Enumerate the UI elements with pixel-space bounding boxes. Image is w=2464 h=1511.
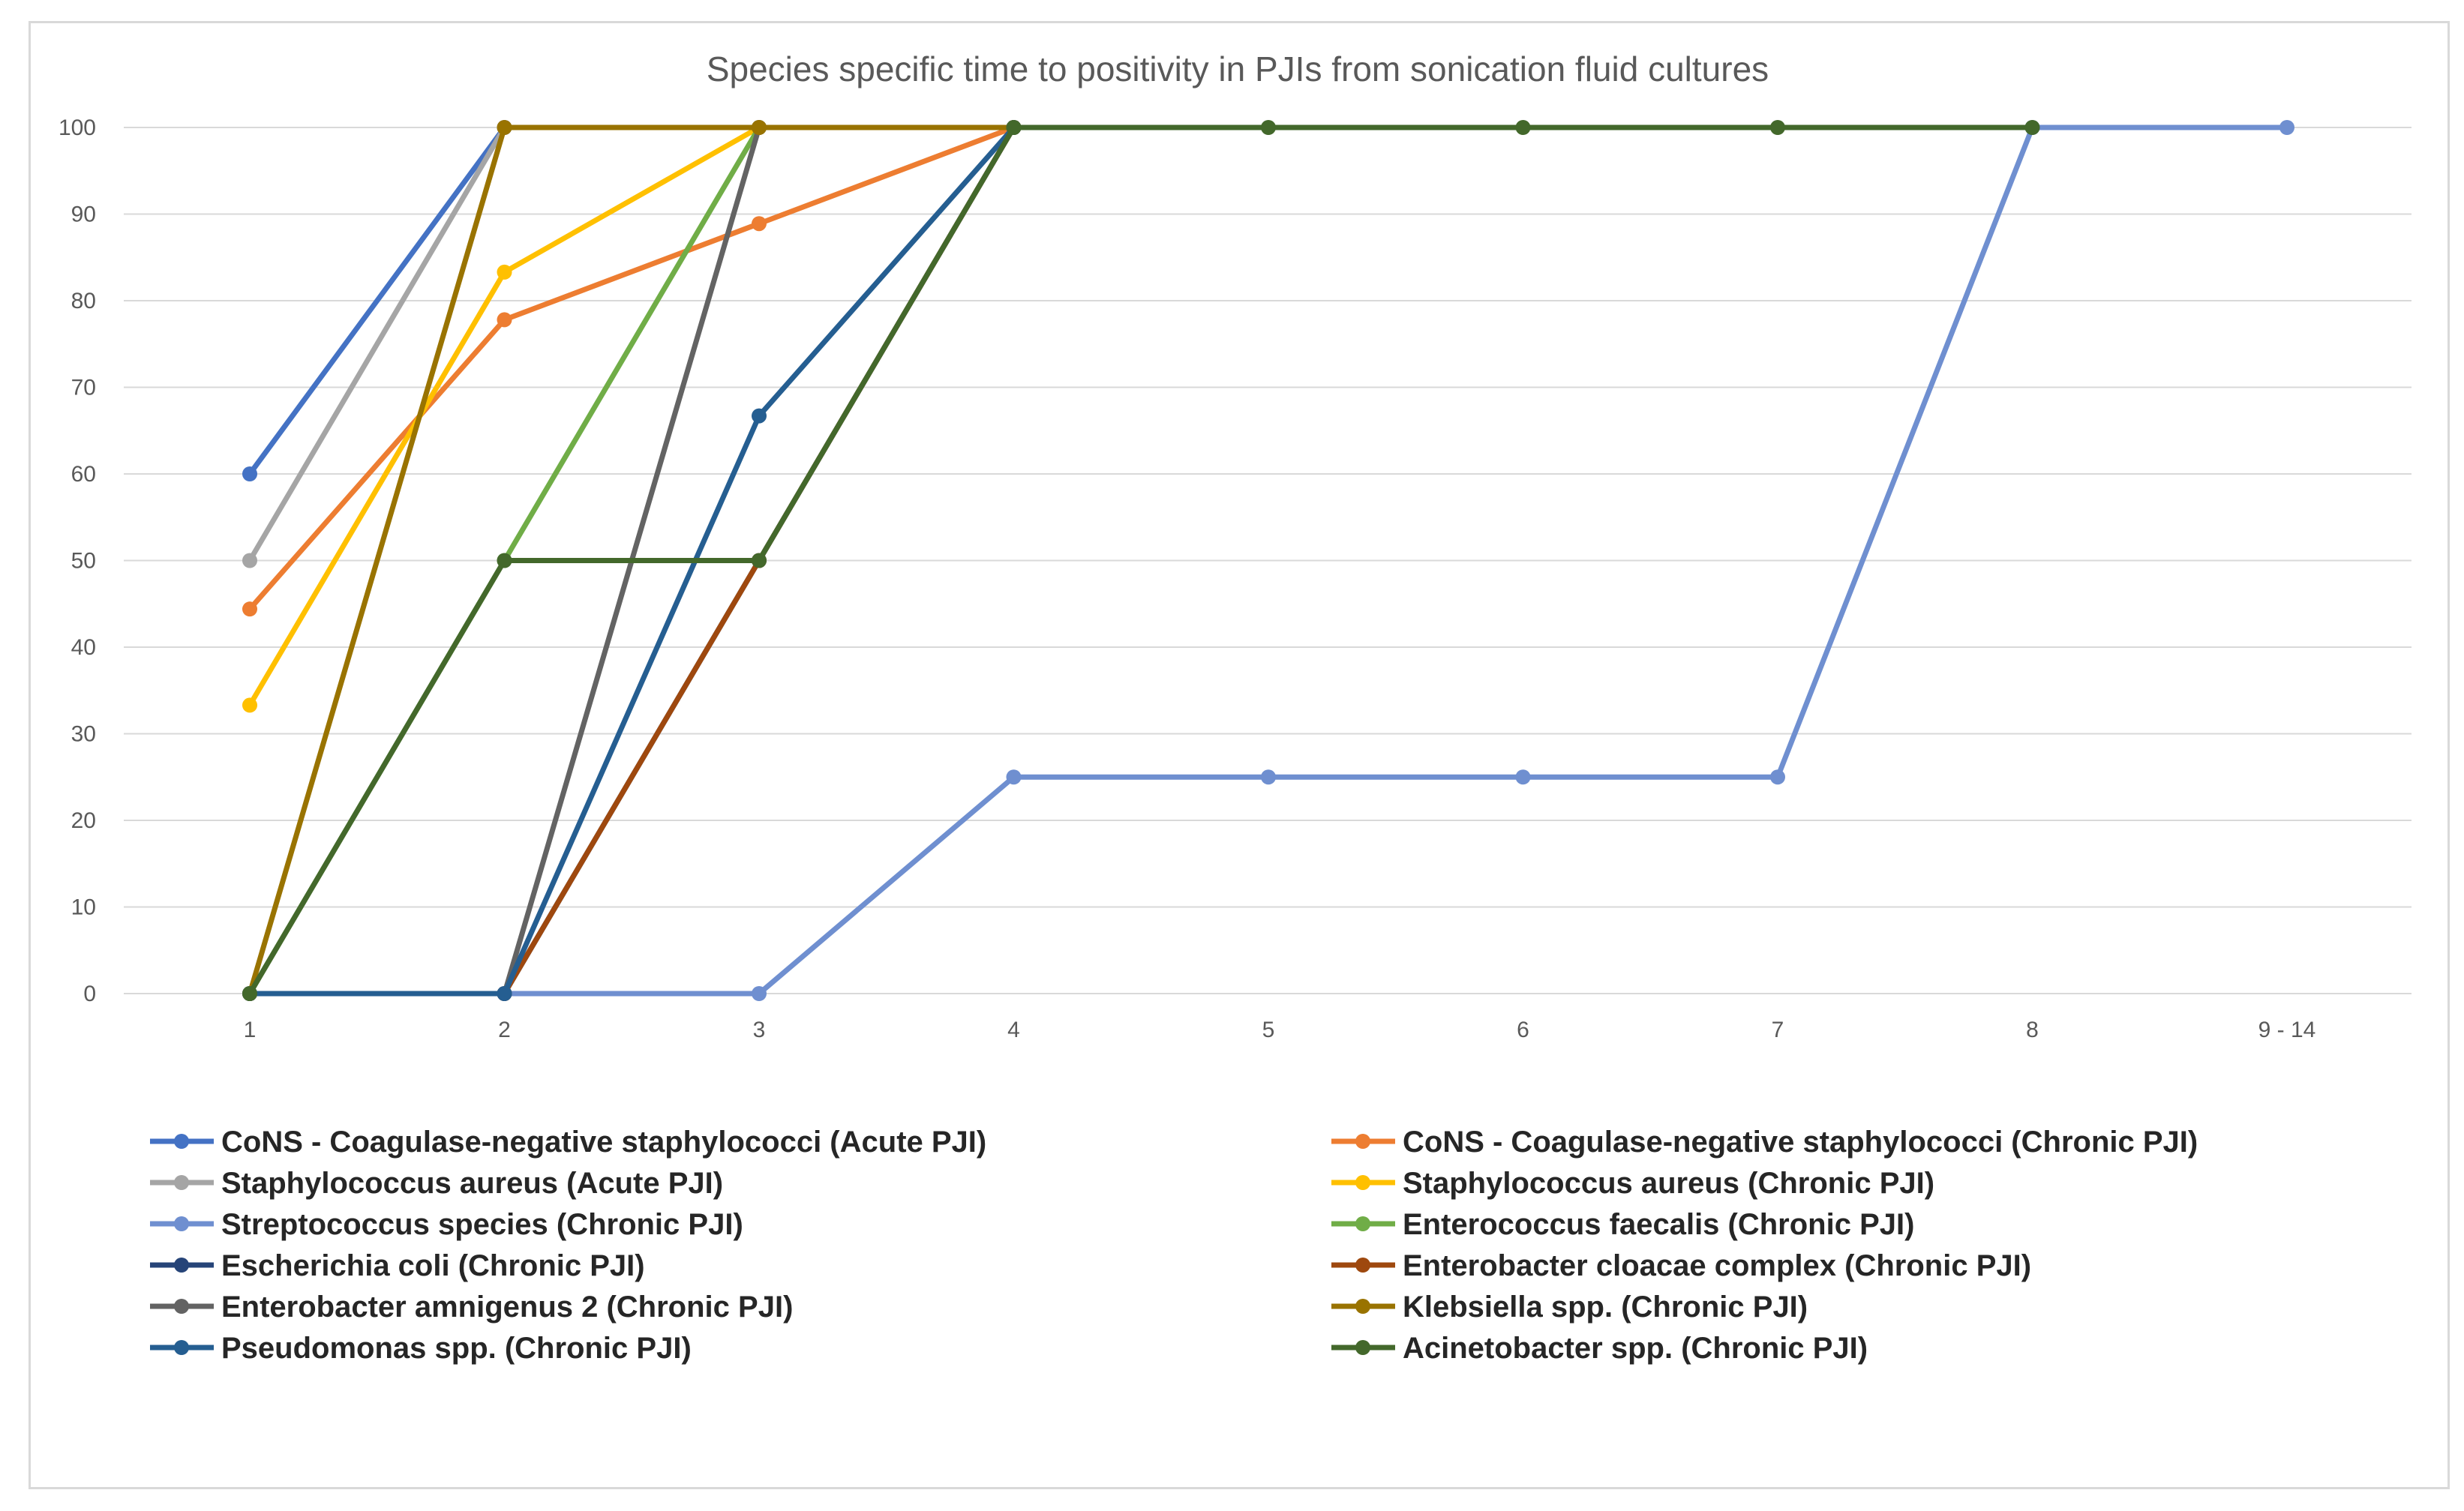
data-point	[752, 553, 767, 568]
legend-item: Enterobacter cloacae complex (Chronic PJ…	[1331, 1249, 2031, 1282]
legend: CoNS - Coagulase-negative staphylococci …	[150, 1126, 2198, 1365]
chart-frame	[29, 21, 2450, 1489]
data-point	[242, 466, 257, 481]
series	[242, 120, 1022, 617]
data-point	[2279, 120, 2294, 135]
legend-label: Staphylococcus aureus (Acute PJI)	[221, 1167, 723, 1200]
data-point	[1261, 120, 1276, 135]
series-line	[248, 125, 507, 476]
series-line	[247, 124, 1014, 994]
legend-marker	[174, 1175, 189, 1190]
chart-title: Species specific time to positivity in P…	[707, 49, 1769, 88]
legend-marker	[174, 1134, 189, 1149]
legend-marker	[1355, 1299, 1370, 1314]
legend-marker	[1355, 1340, 1370, 1355]
data-point	[242, 553, 257, 568]
series-line	[247, 126, 507, 562]
legend-marker	[1355, 1216, 1370, 1231]
legend-item: Staphylococcus aureus (Chronic PJI)	[1331, 1167, 1934, 1200]
x-tick-label: 1	[244, 1018, 257, 1042]
legend-label: Klebsiella spp. (Chronic PJI)	[1403, 1291, 1808, 1324]
legend-label: Enterobacter amnigenus 2 (Chronic PJI)	[221, 1291, 793, 1324]
y-tick-label: 40	[71, 635, 96, 660]
legend-item: Enterobacter amnigenus 2 (Chronic PJI)	[150, 1291, 793, 1324]
data-point	[1515, 120, 1531, 135]
legend-label: Enterobacter cloacae complex (Chronic PJ…	[1403, 1249, 2031, 1282]
legend-item: Pseudomonas spp. (Chronic PJI)	[150, 1332, 692, 1365]
series-line	[247, 124, 2033, 995]
y-tick-label: 20	[71, 808, 96, 833]
series	[242, 120, 767, 713]
legend-label: Enterococcus faecalis (Chronic PJI)	[1403, 1208, 1914, 1241]
y-tick-label: 70	[71, 376, 96, 400]
legend-item: CoNS - Coagulase-negative staphylococci …	[1331, 1126, 2198, 1159]
x-tick-label: 2	[498, 1018, 511, 1042]
data-point	[1770, 769, 1785, 785]
series	[242, 120, 2040, 1001]
x-tick-label: 6	[1517, 1018, 1529, 1042]
y-tick-label: 10	[71, 895, 96, 920]
y-tick-label: 30	[71, 722, 96, 747]
data-point	[497, 120, 512, 135]
data-point	[752, 120, 767, 135]
legend-label: CoNS - Coagulase-negative staphylococci …	[1403, 1126, 2198, 1159]
legend-marker	[174, 1258, 189, 1273]
y-tick-label: 60	[71, 462, 96, 487]
legend-marker	[1355, 1134, 1370, 1149]
series-lines	[242, 120, 2294, 1001]
legend-marker	[1355, 1175, 1370, 1190]
data-point	[1261, 769, 1276, 785]
data-point	[497, 553, 512, 568]
data-point	[752, 216, 767, 232]
data-point	[1515, 769, 1531, 785]
legend-item: Escherichia coli (Chronic PJI)	[150, 1249, 645, 1282]
data-point	[242, 986, 257, 1001]
data-point	[752, 408, 767, 424]
legend-marker	[174, 1299, 189, 1314]
y-tick-label: 100	[59, 115, 96, 140]
data-point	[497, 264, 512, 280]
x-tick-label: 3	[753, 1018, 766, 1042]
y-tick-label: 50	[71, 549, 96, 574]
data-point	[497, 986, 512, 1001]
legend-label: Pseudomonas spp. (Chronic PJI)	[221, 1332, 692, 1365]
legend-item: Acinetobacter spp. (Chronic PJI)	[1331, 1332, 1868, 1365]
x-tick-label: 7	[1772, 1018, 1784, 1042]
legend-label: CoNS - Coagulase-negative staphylococci …	[221, 1126, 986, 1159]
legend-label: Streptococcus species (Chronic PJI)	[221, 1208, 743, 1241]
series-line	[248, 124, 1015, 611]
legend-item: Streptococcus species (Chronic PJI)	[150, 1208, 743, 1241]
legend-label: Staphylococcus aureus (Chronic PJI)	[1403, 1167, 1934, 1200]
legend-marker	[174, 1340, 189, 1355]
x-tick-label: 9 - 14	[2258, 1018, 2316, 1042]
legend-item: CoNS - Coagulase-negative staphylococci …	[150, 1126, 986, 1159]
x-axis-tick-labels: 1 2 3 4 5 6 7 8 9 - 14	[244, 1018, 2316, 1042]
legend-item: Enterococcus faecalis (Chronic PJI)	[1331, 1208, 1914, 1241]
data-point	[2024, 120, 2040, 135]
legend-item: Staphylococcus aureus (Acute PJI)	[150, 1167, 723, 1200]
y-axis-tick-labels: 0 10 20 30 40 50 60 70 80 90 100	[59, 115, 96, 1006]
data-point	[1006, 769, 1022, 785]
legend-label: Escherichia coli (Chronic PJI)	[221, 1249, 645, 1282]
data-point	[497, 312, 512, 328]
y-tick-label: 80	[71, 289, 96, 313]
data-point	[752, 986, 767, 1001]
series-line	[250, 125, 1016, 997]
legend-marker	[1355, 1258, 1370, 1273]
legend-item: Klebsiella spp. (Chronic PJI)	[1331, 1291, 1808, 1324]
series	[242, 120, 512, 568]
legend-label: Acinetobacter spp. (Chronic PJI)	[1403, 1332, 1868, 1365]
legend-marker	[174, 1216, 189, 1231]
y-tick-label: 90	[71, 202, 96, 227]
y-tick-label: 0	[83, 982, 96, 1006]
x-tick-label: 8	[2026, 1018, 2039, 1042]
x-tick-label: 5	[1262, 1018, 1275, 1042]
data-point	[242, 601, 257, 617]
data-point	[1770, 120, 1785, 135]
x-tick-label: 4	[1007, 1018, 1020, 1042]
data-point	[242, 697, 257, 713]
data-point	[1006, 120, 1022, 135]
